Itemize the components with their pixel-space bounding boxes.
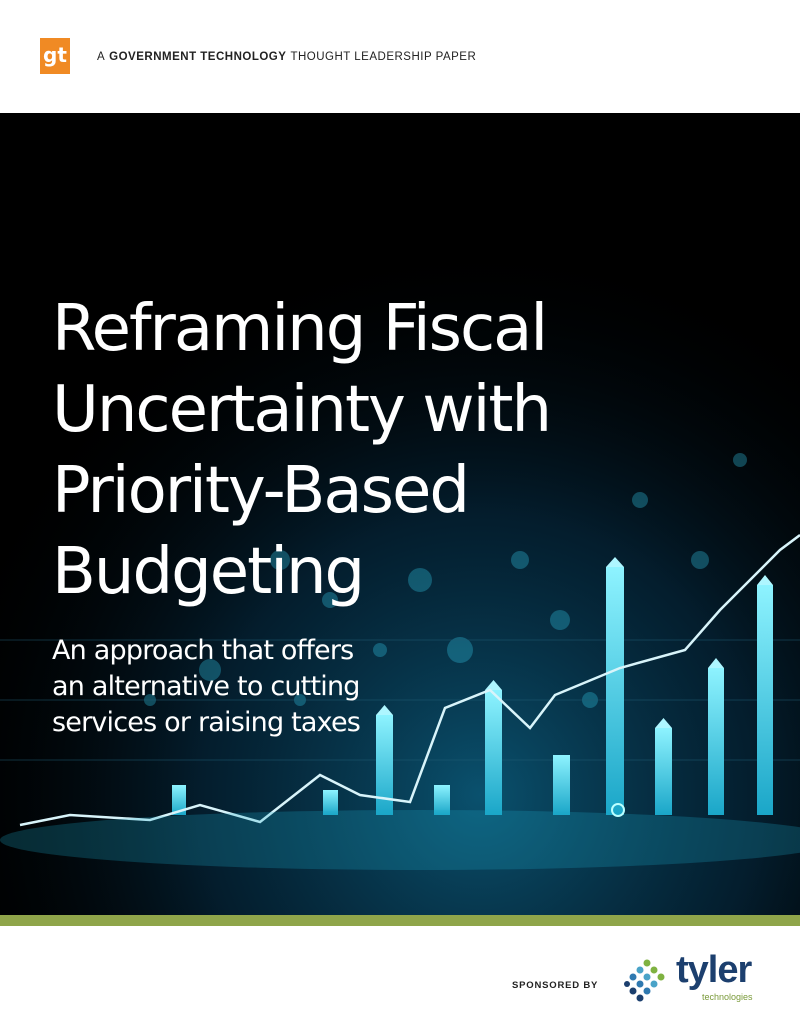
header: gt A GOVERNMENT TECHNOLOGY THOUGHT LEADERS…	[0, 0, 800, 113]
kicker-bold: GOVERNMENT TECHNOLOGY	[109, 51, 287, 63]
kicker-suffix: THOUGHT LEADERSHIP PAPER	[290, 51, 477, 63]
logo: gt	[40, 38, 70, 74]
subtitle: An approach that offers an alternative t…	[52, 633, 361, 741]
sponsor-logo-mark	[624, 959, 665, 1002]
subtitle-line: an alternative to cutting	[52, 671, 360, 702]
title-line: Priority-Based	[52, 454, 470, 528]
sponsor-name: tyler	[676, 949, 752, 991]
title: Reframing Fiscal Uncertainty with Priori…	[52, 289, 552, 613]
kicker: A GOVERNMENT TECHNOLOGY THOUGHT LEADERSHIP…	[97, 51, 480, 63]
subtitle-line: An approach that offers	[52, 635, 354, 666]
sponsored-by: SPONSORED BY	[512, 980, 599, 991]
title-line: Reframing Fiscal	[52, 292, 548, 366]
hero-graphic	[0, 113, 800, 915]
accent-stripe	[0, 915, 800, 926]
title-line: Uncertainty with	[52, 373, 552, 447]
subtitle-line: services or raising taxes	[52, 707, 361, 738]
title-line: Budgeting	[52, 535, 365, 609]
sponsor-tagline: technologies	[702, 992, 753, 1002]
kicker-prefix: A	[97, 51, 106, 63]
hero-image: Reframing Fiscal Uncertainty with Priori…	[0, 113, 800, 915]
